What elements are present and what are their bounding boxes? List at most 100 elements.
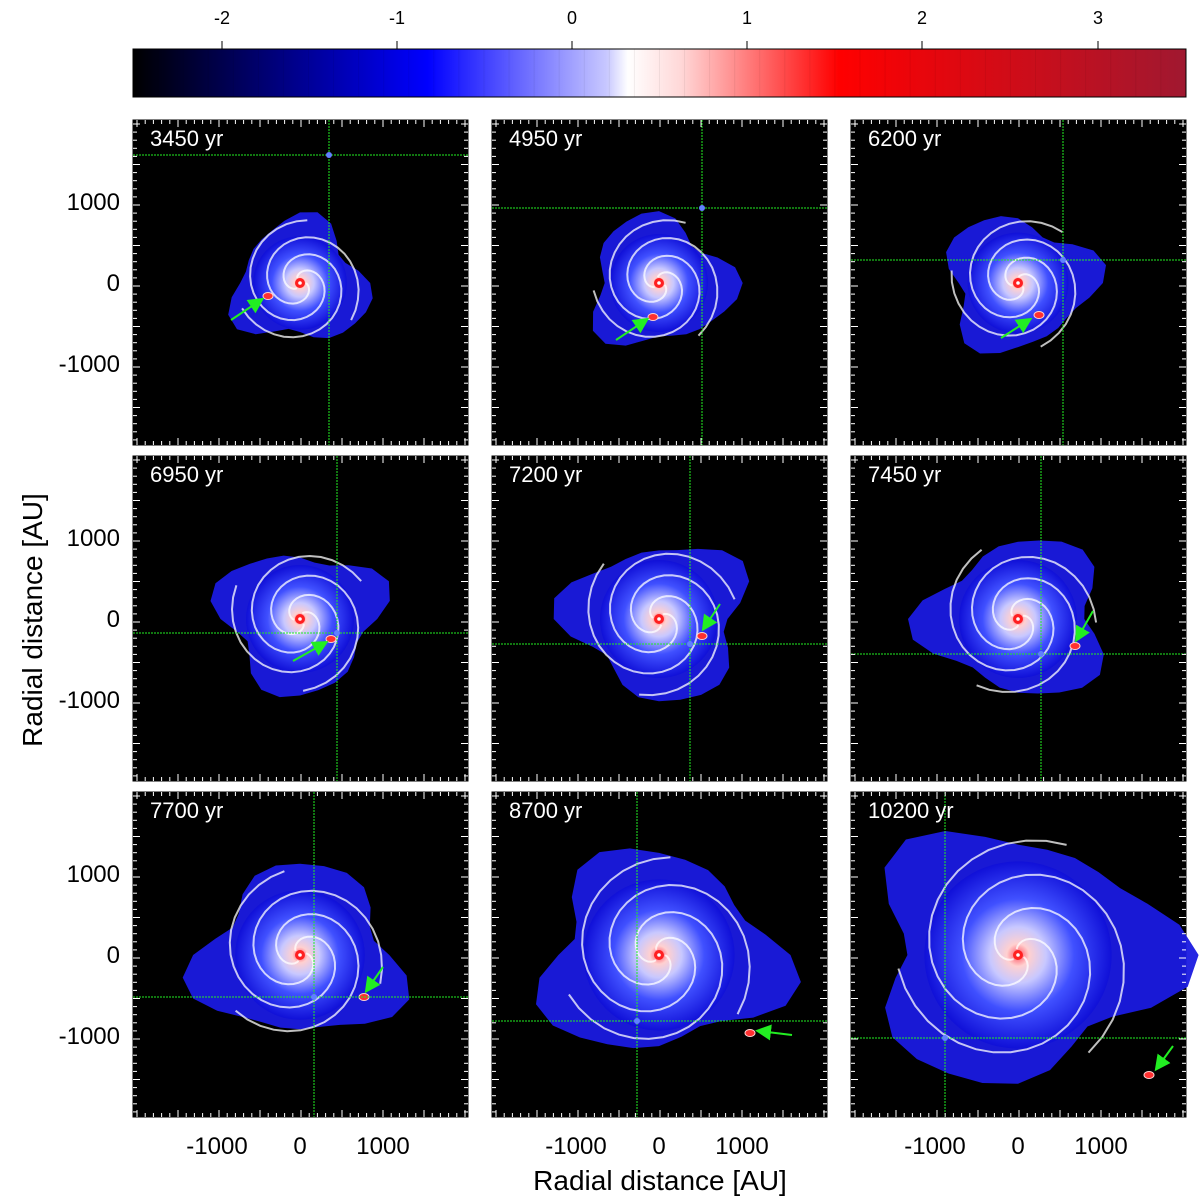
panel-time-label: 7200 yr: [509, 462, 582, 487]
fragment-clump: [325, 635, 337, 643]
spiral-arm: [608, 883, 751, 1015]
y-tick-label: 1000: [67, 189, 120, 216]
crosshair-object: [634, 1018, 640, 1024]
density-disk: [553, 548, 750, 702]
spiral-arm: [950, 256, 1058, 337]
central-star-dot: [298, 617, 302, 621]
central-star-dot: [1016, 617, 1020, 621]
panel: 8700 yr: [491, 791, 828, 1118]
panel: 6200 yr: [850, 119, 1187, 446]
crosshair-object: [326, 152, 332, 158]
panel-time-label: 10200 yr: [868, 798, 954, 823]
panel: 7450 yr: [850, 455, 1187, 782]
density-disk: [592, 211, 743, 346]
central-star-dot: [657, 281, 661, 285]
y-tick-label: -1000: [59, 1023, 120, 1050]
panel-time-label: 7450 yr: [868, 462, 941, 487]
x-tick-label: 1000: [1074, 1133, 1127, 1160]
central-star-dot: [298, 953, 302, 957]
fragment-arrow: [615, 317, 650, 341]
panel-grid: 3450 yr 4950 yr 6200 yr 6950 yr 7200 yr 7450 …: [59, 119, 1199, 1160]
spiral-arm: [235, 913, 360, 1033]
spiral-arm: [252, 889, 384, 986]
spiral-arm: [968, 220, 1063, 319]
x-tick-label: 0: [1011, 1133, 1024, 1160]
spiral-arm: [568, 911, 724, 1040]
fragment-clump: [262, 292, 274, 300]
x-tick-label: 1000: [715, 1133, 768, 1160]
crosshair-object: [942, 1035, 948, 1041]
x-tick-label: -1000: [545, 1133, 606, 1160]
panel-time-label: 3450 yr: [150, 126, 223, 151]
x-tick-label: 0: [293, 1133, 306, 1160]
spiral-arm: [897, 906, 1092, 1054]
panel-time-label: 7700 yr: [150, 798, 223, 823]
spiral-arm: [961, 873, 1125, 1054]
panel-time-label: 6950 yr: [150, 462, 223, 487]
spiral-arm: [626, 237, 719, 337]
spiral-arm: [266, 236, 360, 321]
panel: 4950 yr: [491, 119, 828, 446]
fragment-clump: [696, 632, 708, 640]
spiral-arm: [976, 577, 1076, 693]
panel: 10200 yr: [850, 791, 1199, 1118]
panel-time-label: 4950 yr: [509, 126, 582, 151]
density-disk: [908, 540, 1104, 694]
spiral-arm: [629, 574, 720, 697]
colorbar-tick-label: -1: [389, 8, 405, 28]
x-axis-title: Radial distance [AU]: [533, 1165, 787, 1196]
colorbar: -2 -1 0 1 2 3: [132, 8, 1187, 98]
spiral-arm: [250, 554, 362, 654]
y-tick-label: 0: [107, 606, 120, 633]
fragment-arrow: [230, 297, 265, 321]
central-star-dot: [1016, 281, 1020, 285]
colorbar-tick-label: 0: [567, 8, 577, 28]
crosshair-object: [1038, 651, 1044, 657]
x-tick-label: -1000: [186, 1133, 247, 1160]
density-disk: [536, 848, 801, 1049]
spiral-arm: [270, 574, 360, 692]
panel: 3450 yr: [132, 119, 469, 446]
density-disk: [182, 863, 410, 1033]
spiral-arm: [587, 563, 699, 675]
fragment-arrow: [1075, 610, 1094, 643]
fragment-arrow: [1154, 1045, 1174, 1072]
fragment-arrow: [292, 641, 329, 662]
colorbar-tick-label: -2: [214, 8, 230, 28]
density-disk: [946, 216, 1106, 354]
fragment-arrow: [1000, 317, 1033, 339]
spiral-arm: [987, 238, 1077, 348]
spiral-arm: [609, 552, 736, 654]
panel: 6950 yr: [132, 455, 469, 782]
fragment-clump: [1033, 311, 1045, 319]
x-tick-label: -1000: [904, 1133, 965, 1160]
fragment-clump: [1143, 1071, 1155, 1079]
colorbar-tick-label: 2: [917, 8, 927, 28]
y-tick-label: 1000: [67, 861, 120, 888]
panel: 7200 yr: [491, 455, 828, 782]
spiral-arm: [228, 870, 337, 1009]
panel-time-label: 8700 yr: [509, 798, 582, 823]
spiral-arm: [949, 549, 1055, 672]
central-star-dot: [1016, 953, 1020, 957]
colorbar-tick-label: 3: [1093, 8, 1103, 28]
spiral-arm: [581, 856, 697, 1013]
x-tick-label: 1000: [356, 1133, 409, 1160]
fragment-clump: [1069, 642, 1081, 650]
fragment-clump: [647, 313, 659, 321]
spiral-arm: [928, 839, 1067, 1020]
y-tick-label: 1000: [67, 525, 120, 552]
panel-time-label: 6200 yr: [868, 126, 941, 151]
fragment-arrow: [701, 603, 721, 632]
y-tick-label: -1000: [59, 687, 120, 714]
colorbar-ticks: -2 -1 0 1 2 3: [132, 8, 1162, 97]
spiral-arm: [230, 585, 340, 674]
crosshair-object: [334, 630, 340, 636]
crosshair-object: [311, 994, 317, 1000]
y-axis-title: Radial distance [AU]: [17, 493, 48, 747]
y-tick-label: 0: [107, 942, 120, 969]
central-star-dot: [657, 617, 661, 621]
fragment-arrow: [755, 1024, 793, 1041]
spiral-arm: [592, 254, 701, 338]
central-star-dot: [657, 953, 661, 957]
